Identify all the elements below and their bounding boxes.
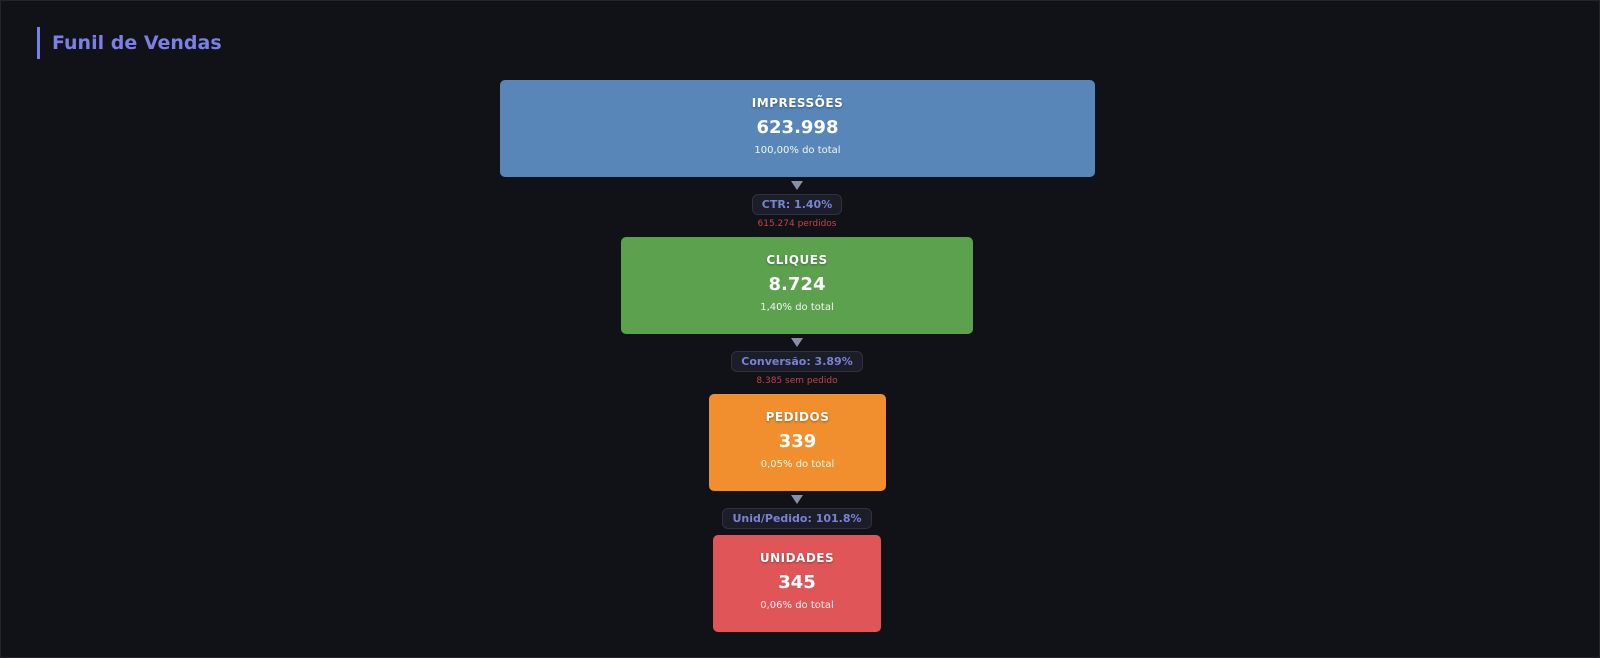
stage-share: 0,05% do total: [760, 459, 835, 470]
lost-text: 8.385 sem pedido: [756, 376, 838, 386]
rate-row: Unid/Pedido: 101.8%: [597, 504, 997, 529]
lost-text: 615.274 perdidos: [757, 219, 837, 229]
down-arrow: [791, 338, 803, 347]
stage-label: IMPRESSÕES: [751, 96, 844, 110]
funnel-stage: IMPRESSÕES 623.998 100,00% do total: [500, 80, 1095, 177]
down-arrow: [791, 181, 803, 190]
funnel-connector: Unid/Pedido: 101.8%: [597, 495, 997, 529]
funnel-connector: CTR: 1.40% 615.274 perdidos: [597, 181, 997, 229]
stage-value: 339: [778, 431, 817, 452]
rate-badge: Conversão: 3.89%: [731, 351, 863, 372]
stage-share: 1,40% do total: [760, 302, 834, 313]
rate-row: CTR: 1.40%: [597, 190, 997, 215]
stage-value: 8.724: [768, 274, 826, 295]
stage-label: CLIQUES: [766, 253, 828, 267]
stage-share: 0,06% do total: [760, 600, 834, 611]
stage-share: 100,00% do total: [754, 145, 841, 156]
stage-value: 345: [778, 572, 816, 593]
stage-label: UNIDADES: [759, 551, 835, 565]
rate-row: Conversão: 3.89%: [597, 347, 997, 372]
rate-badge: CTR: 1.40%: [751, 194, 843, 215]
panel-title: Funil de Vendas: [37, 27, 222, 59]
funnel-connector: Conversão: 3.89% 8.385 sem pedido: [597, 338, 997, 386]
down-arrow: [791, 495, 803, 504]
funnel-stage: CLIQUES 8.724 1,40% do total: [621, 237, 973, 334]
funnel-stage: PEDIDOS 339 0,05% do total: [709, 394, 886, 491]
stage-value: 623.998: [756, 117, 839, 138]
stage-label: PEDIDOS: [765, 410, 830, 424]
funnel-stage: UNIDADES 345 0,06% do total: [713, 535, 881, 632]
rate-badge: Unid/Pedido: 101.8%: [722, 508, 872, 529]
